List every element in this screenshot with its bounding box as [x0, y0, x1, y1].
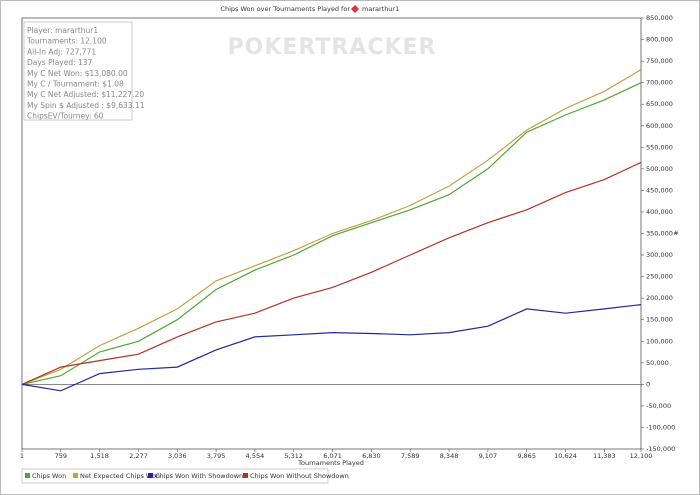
y-tick-label: 800,000 [646, 36, 673, 44]
legend-label: Chips Won [32, 472, 66, 480]
info-line: My C Net Adjusted: $11,227.20 [27, 90, 144, 99]
info-box-frame [23, 21, 133, 121]
y-tick-label: 850,000 [646, 14, 673, 22]
info-box: Player: mararthur1 Tournaments: 12,100All… [23, 21, 145, 121]
watermark: POKERTRACKER [228, 35, 437, 60]
y-tick-label: -150,000 [646, 445, 675, 453]
y-tick-label: 750,000 [646, 57, 673, 65]
y-tick-label: 550,000 [646, 143, 673, 151]
x-tick-label: 5,312 [284, 452, 303, 460]
legend-swatch [148, 473, 153, 478]
y-tick-label: 150,000 [646, 316, 673, 324]
player-icon [351, 5, 359, 13]
info-line: Tournaments: 12,100 [26, 37, 107, 46]
y-axis-label: # [673, 229, 678, 237]
x-tick-label: 9,107 [479, 452, 498, 460]
x-axis-label: Tournaments Played [297, 459, 364, 467]
info-line: Player: mararthur1 [27, 26, 98, 35]
y-tick-label: 500,000 [646, 165, 673, 173]
y-tick-label: 0 [646, 380, 650, 388]
info-line: My Spin $ Adjusted : $9,633.11 [27, 101, 145, 110]
x-tick-label: 759 [55, 452, 67, 460]
y-tick-label: 100,000 [646, 337, 673, 345]
x-tick-label: 7,589 [401, 452, 420, 460]
x-tick-label: 6,071 [323, 452, 342, 460]
legend-frame [21, 468, 329, 484]
x-tick-label: 9,865 [517, 452, 536, 460]
y-tick-label: -50,000 [646, 402, 671, 410]
series-line [21, 304, 642, 392]
info-line: My C Net Won: $13,080.00 [27, 69, 128, 78]
x-tick-label: 8,348 [440, 452, 459, 460]
legend-label: Chips Won With Showdown [155, 472, 243, 480]
x-tick-label: 1,518 [90, 452, 109, 460]
legend-swatch [243, 473, 248, 478]
y-tick-label: 250,000 [646, 273, 673, 281]
info-line: My C / Tournament: $1.08 [27, 80, 124, 89]
player-name: mararthur1 [362, 5, 399, 13]
x-tick-label: 3,795 [207, 452, 226, 460]
chart-title: Chips Won over Tournaments Played for [220, 5, 350, 13]
y-tick-label: 450,000 [646, 186, 673, 194]
series-line [21, 69, 642, 385]
x-tick-label: 10,624 [554, 452, 577, 460]
x-tick-label: 2,277 [129, 452, 148, 460]
y-tick-label: -100,000 [646, 423, 675, 431]
y-tick-label: 350,000 [646, 230, 673, 238]
series-line [21, 161, 642, 385]
series-line [21, 82, 642, 385]
y-tick-label: 400,000 [646, 208, 673, 216]
x-tick-label: 3,036 [168, 452, 187, 460]
legend-label: Chips Won Without Showdown [250, 472, 349, 480]
y-tick-label: 700,000 [646, 79, 673, 87]
info-line: Days Played: 137 [27, 58, 93, 67]
y-tick-label: 600,000 [646, 122, 673, 130]
y-tick-label: 300,000 [646, 251, 673, 259]
y-tick-label: 50,000 [646, 359, 669, 367]
info-line: All-In Adj: 727,771 [27, 47, 96, 56]
legend-label: Net Expected Chips Won [80, 472, 160, 480]
y-tick-label: 650,000 [646, 100, 673, 108]
x-tick-label: 12,100 [630, 452, 653, 460]
info-line: ChipsEV/Tourney: 60 [27, 112, 104, 121]
x-tick-label: 1 [20, 452, 24, 460]
x-tick-label: 4,554 [246, 452, 265, 460]
x-tick-label: 6,830 [362, 452, 381, 460]
x-tick-label: 11,383 [593, 452, 616, 460]
legend-swatch [73, 473, 78, 478]
legend-swatch [25, 473, 30, 478]
y-tick-label: 200,000 [646, 294, 673, 302]
